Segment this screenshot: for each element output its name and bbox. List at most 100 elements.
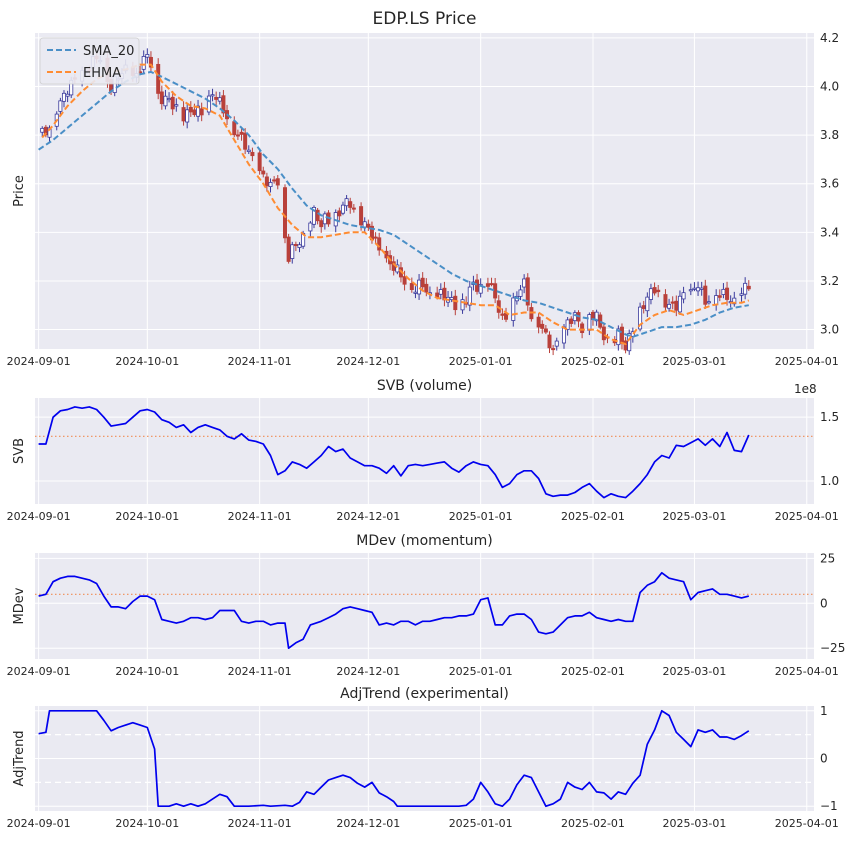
candle: [725, 281, 730, 306]
candle-body: [714, 295, 719, 305]
y-axis-label: Price: [12, 175, 27, 207]
candle: [290, 241, 295, 264]
candle: [148, 51, 153, 72]
candle-body: [402, 276, 407, 285]
candle-body: [159, 91, 164, 105]
x-tick-label: 2025-04-01: [775, 355, 839, 368]
candle-body: [449, 297, 454, 301]
candle-body: [417, 279, 422, 295]
x-tick-label: 2025-04-01: [775, 510, 839, 523]
candle-body: [652, 287, 657, 294]
candle: [551, 344, 556, 356]
candle-body: [221, 95, 226, 114]
candle-body: [739, 293, 744, 296]
x-tick-label: 2025-04-01: [775, 665, 839, 678]
candle-body: [344, 198, 349, 207]
y-tick-label: 1.0: [820, 474, 839, 488]
candle-body: [717, 295, 722, 298]
candle: [641, 300, 646, 314]
x-tick-label: 2025-03-01: [662, 665, 726, 678]
candle: [648, 283, 653, 305]
candle: [732, 291, 737, 307]
candle-body: [485, 283, 490, 287]
candle-body: [522, 278, 527, 288]
candle: [210, 88, 215, 102]
candle: [417, 274, 422, 300]
candle-body: [181, 107, 186, 122]
x-tick-label: 2025-02-01: [561, 665, 625, 678]
candle: [145, 48, 150, 64]
candle-body: [424, 283, 429, 293]
x-tick-label: 2025-02-01: [561, 817, 625, 830]
y-tick-label: 1: [820, 704, 828, 718]
series-line-adjtrend: [38, 709, 750, 808]
plot-area: [35, 398, 814, 504]
candle: [373, 232, 378, 245]
series-line-svb: [38, 406, 750, 499]
candle: [413, 286, 418, 299]
candle-body: [246, 149, 251, 152]
candle-body: [616, 328, 621, 346]
candle: [61, 90, 66, 108]
candle-body: [311, 206, 316, 225]
candle-body: [232, 121, 237, 136]
candle-body: [601, 326, 606, 341]
candle: [206, 90, 211, 116]
x-tick-label: 2025-03-01: [662, 817, 726, 830]
candle-body: [413, 291, 418, 294]
candle-body: [500, 313, 505, 316]
candle-body: [518, 289, 523, 297]
candle-body: [145, 54, 150, 58]
candle-body: [322, 213, 327, 225]
candle-body: [315, 209, 320, 222]
candle-body: [297, 244, 302, 248]
x-tick-label: 2025-02-01: [561, 510, 625, 523]
x-tick-label: 2024-09-01: [7, 665, 71, 678]
candle-body: [572, 312, 577, 322]
candle-body: [348, 201, 353, 208]
candle: [286, 233, 291, 264]
candle: [340, 201, 345, 216]
x-tick-label: 2024-10-01: [115, 355, 179, 368]
candle: [478, 278, 483, 298]
candle: [409, 277, 414, 293]
y-tick-label: 3.0: [820, 323, 839, 337]
candle: [315, 208, 320, 225]
x-tick-label: 2024-09-01: [7, 355, 71, 368]
candle-body: [551, 348, 556, 351]
candle: [297, 242, 302, 253]
series-line-mdev: [38, 571, 750, 650]
candle-body: [235, 134, 240, 137]
candle-body: [275, 178, 280, 186]
candle: [163, 89, 168, 110]
candle-body: [598, 314, 603, 328]
candle-body: [268, 182, 273, 187]
candle: [159, 85, 164, 110]
chart-title: AdjTrend (experimental): [340, 686, 509, 702]
y-tick-label: 0: [820, 596, 828, 610]
candle-body: [366, 223, 371, 228]
candle: [453, 289, 458, 316]
candle: [652, 282, 657, 296]
candle: [293, 241, 298, 252]
candle-body: [475, 279, 480, 292]
panel-4: 2024-09-01 2024-10-01 2024-11-01 2024-12-01…: [7, 686, 839, 830]
candle: [663, 289, 668, 312]
x-tick-label: 2024-11-01: [228, 665, 292, 678]
ehma-line: [41, 63, 750, 346]
candle-body: [395, 264, 400, 273]
candle-body: [141, 56, 146, 70]
candle: [601, 324, 606, 346]
candle-body: [746, 285, 751, 290]
candle-body: [384, 250, 389, 259]
x-tick-label: 2024-11-01: [228, 817, 292, 830]
candle-body: [525, 277, 530, 306]
candle: [351, 204, 356, 213]
y-tick-label: 3.6: [820, 177, 839, 191]
y-tick-label: 4.2: [820, 31, 839, 45]
candle-body: [641, 305, 646, 309]
y-tick-label: 3.8: [820, 128, 839, 142]
candle: [243, 128, 248, 155]
candle-body: [460, 299, 465, 311]
candle: [366, 219, 371, 231]
